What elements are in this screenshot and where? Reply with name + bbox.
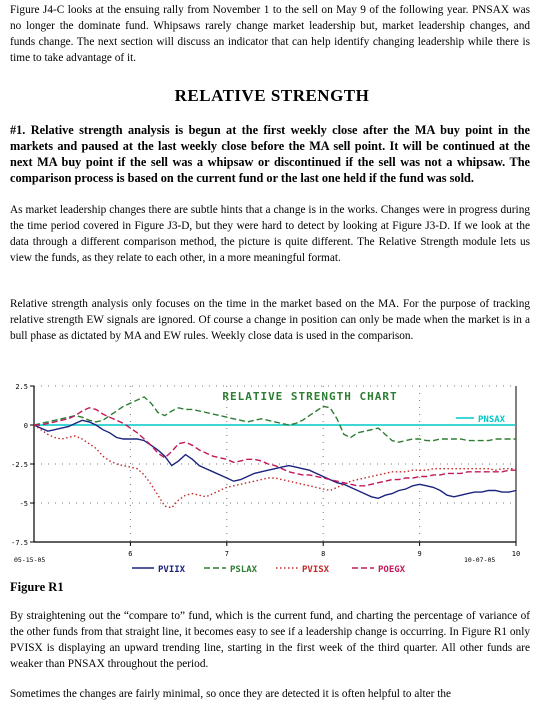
x-tick-label: 7 bbox=[225, 550, 229, 558]
paragraph-5: Sometimes the changes are fairly minimal… bbox=[10, 688, 452, 700]
series-line-poegx bbox=[34, 407, 516, 487]
chart-legend: PNSAX PVIIX PSLAX PVISX POEGX bbox=[132, 415, 506, 575]
y-tick-label: -5 bbox=[20, 500, 28, 508]
y-tick-label: -2.5 bbox=[11, 461, 28, 469]
series-line-pvisx bbox=[33, 424, 516, 509]
legend-label-poegx: POEGX bbox=[378, 565, 406, 575]
x-tick-label: 8 bbox=[321, 550, 325, 558]
y-tick-label: -7.5 bbox=[11, 539, 28, 547]
legend-label-pvisx: PVISX bbox=[302, 565, 330, 575]
relative-strength-chart: 2.5 0 -2.5 -5 -7.5 6 7 8 9 10 05-15-05 10-07-05 REL… bbox=[10, 378, 534, 578]
x-end-label: 10-07-05 bbox=[464, 556, 495, 564]
legend-label-pviix: PVIIX bbox=[158, 565, 186, 575]
figure-caption: Figure R1 bbox=[10, 580, 64, 594]
legend-label-pslax: PSLAX bbox=[230, 565, 258, 575]
rule-paragraph: #1. Relative strength analysis is begun … bbox=[10, 123, 530, 185]
series-line-pslax bbox=[33, 396, 516, 443]
paragraph-4: By straightening out the “compare to” fu… bbox=[10, 610, 530, 670]
paragraph-2: As market leadership changes there are s… bbox=[10, 204, 530, 264]
legend-label-pnsax: PNSAX bbox=[478, 415, 506, 425]
series-line-pviix bbox=[33, 419, 517, 500]
y-tick-label: 2.5 bbox=[15, 383, 28, 391]
x-tick-label: 6 bbox=[128, 550, 132, 558]
x-start-label: 05-15-05 bbox=[14, 556, 45, 564]
section-heading: RELATIVE STRENGTH bbox=[174, 86, 370, 105]
chart-title: RELATIVE STRENGTH CHART bbox=[222, 390, 397, 403]
x-tick-label: 9 bbox=[417, 550, 421, 558]
paragraph-3: Relative strength analysis only focuses … bbox=[10, 298, 530, 342]
x-tick-label: 10 bbox=[512, 550, 520, 558]
chart-background bbox=[10, 378, 534, 578]
chart-series bbox=[33, 396, 517, 509]
intro-paragraph: Figure J4-C looks at the ensuing rally f… bbox=[10, 4, 530, 64]
chart-axes: 2.5 0 -2.5 -5 -7.5 6 7 8 9 10 05-15-05 10-07-05 bbox=[11, 383, 520, 564]
y-tick-label: 0 bbox=[24, 422, 28, 430]
